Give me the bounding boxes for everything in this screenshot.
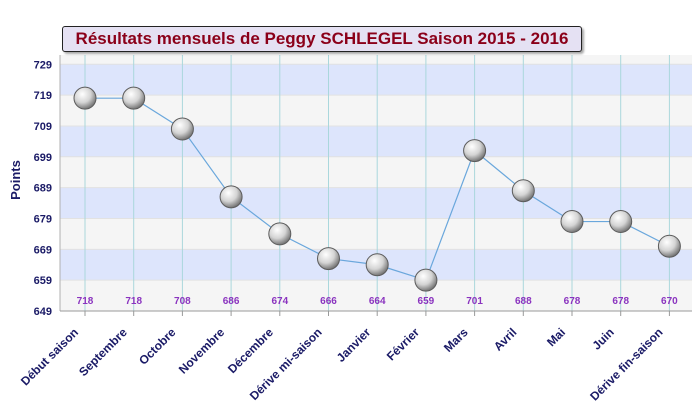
data-point-marker: [560, 210, 584, 234]
value-label: 674: [271, 296, 288, 307]
data-point: [463, 139, 487, 163]
data-point-marker: [657, 234, 681, 258]
data-point: [511, 179, 535, 203]
value-label: 664: [369, 296, 386, 307]
value-label: 718: [77, 296, 94, 307]
y-tick-label: 709: [34, 121, 52, 133]
band: [60, 125, 692, 157]
data-point-marker: [365, 253, 389, 277]
value-label: 670: [661, 296, 678, 307]
x-tick-label: Juin: [589, 325, 616, 352]
data-points: [73, 86, 681, 292]
data-point: [317, 247, 340, 271]
data-point: [73, 86, 97, 110]
value-labels: 718 718 708 686 674 666 664 659 701 688 678 678 670: [77, 296, 679, 307]
band: [60, 156, 692, 188]
data-point-marker: [511, 179, 535, 203]
data-point: [268, 222, 292, 246]
data-point: [414, 268, 438, 292]
y-tick-label: 649: [34, 306, 52, 318]
data-point: [560, 210, 584, 234]
data-point-marker: [609, 210, 633, 234]
band: [60, 64, 692, 96]
y-tick-label: 719: [34, 90, 52, 102]
x-tick-label: Février: [384, 325, 422, 363]
value-label: 666: [320, 296, 337, 307]
data-point-marker: [170, 117, 194, 141]
x-tick-label: Janvier: [334, 325, 374, 365]
data-point: [609, 210, 633, 234]
value-label: 701: [466, 296, 483, 307]
band: [60, 55, 692, 65]
band: [60, 95, 692, 126]
x-tick-label: Avril: [491, 325, 519, 353]
value-label: 718: [125, 296, 142, 307]
x-tick-label: Septembre: [76, 325, 130, 379]
x-tick-label: Décembre: [225, 325, 276, 376]
data-point: [219, 185, 243, 209]
chart-title: Résultats mensuels de Peggy SCHLEGEL Sai…: [75, 29, 569, 48]
value-label: 678: [612, 296, 629, 307]
data-point: [170, 117, 194, 141]
value-label: 678: [564, 296, 581, 307]
x-tick-label: Mai: [544, 325, 568, 349]
x-tick-label: Mars: [441, 325, 471, 355]
y-tick-label: 679: [34, 213, 52, 225]
x-tick-label: Novembre: [176, 325, 228, 377]
band: [60, 187, 692, 219]
value-label: 688: [515, 296, 532, 307]
data-point-marker: [122, 86, 146, 110]
value-label: 686: [223, 296, 240, 307]
y-tick-labels: 649 659 669 679 689 699 709 719 729: [34, 59, 52, 318]
band: [60, 280, 692, 311]
y-tick-label: 659: [34, 275, 52, 287]
y-tick-label: 699: [34, 152, 52, 164]
x-tick-label: Début saison: [18, 325, 81, 388]
data-point-marker: [463, 139, 487, 163]
data-point-marker: [414, 268, 438, 292]
data-point: [122, 86, 146, 110]
data-point: [657, 234, 681, 258]
y-tick-label: 689: [34, 183, 52, 195]
axes: [59, 55, 692, 316]
x-tick-label: Octobre: [136, 325, 179, 368]
data-point-marker: [268, 222, 292, 246]
value-label: 659: [418, 296, 435, 307]
data-point-marker: [219, 185, 243, 209]
data-point-marker: [73, 86, 97, 110]
chart-title-box: Résultats mensuels de Peggy SCHLEGEL Sai…: [62, 26, 582, 52]
data-point: [365, 253, 389, 277]
y-tick-label: 669: [34, 244, 52, 256]
value-label: 708: [174, 296, 191, 307]
data-point-marker: [317, 247, 340, 271]
y-axis-label: Points: [8, 160, 23, 200]
band: [60, 218, 692, 250]
background-bands: [60, 55, 692, 312]
y-tick-label: 729: [34, 59, 52, 71]
